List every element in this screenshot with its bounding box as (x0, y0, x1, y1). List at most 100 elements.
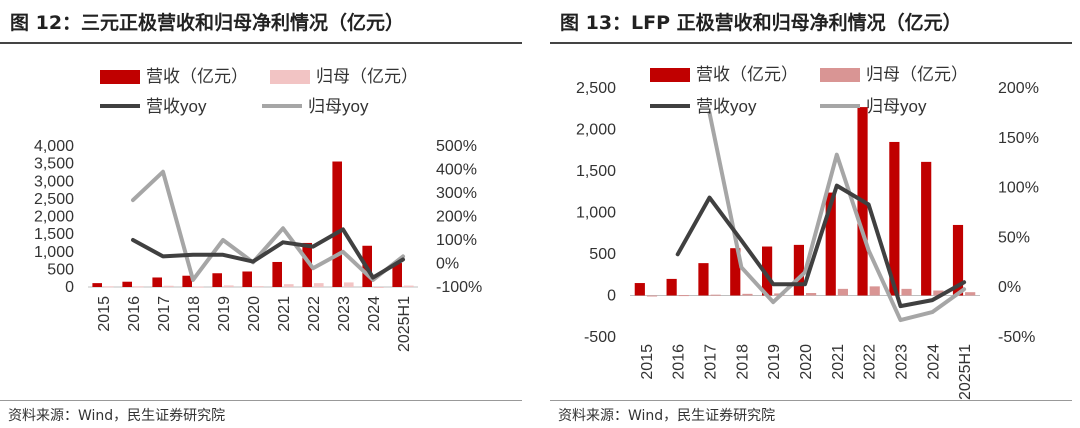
profit-bar (742, 293, 753, 296)
revenue-bar (825, 192, 836, 296)
left-axis-tick-label: 2,500 (576, 80, 616, 97)
left-axis-tick-label: -500 (584, 329, 616, 346)
x-axis-tick-label: 2024 (366, 296, 383, 332)
x-axis-tick-label: 2015 (96, 296, 113, 332)
profit-bar (224, 285, 234, 287)
profit-bar (254, 286, 264, 288)
left-axis-tick-label: 2,000 (576, 122, 616, 139)
profit-yoy-line (131, 169, 405, 282)
revenue-bar (762, 246, 773, 296)
profit-bar (646, 295, 658, 297)
revenue-bar (889, 141, 900, 296)
left-axis-tick-label: 2,500 (34, 191, 74, 208)
chart-title: 图 13：LFP 正极营收和归母净利情况（亿元） (560, 12, 962, 34)
legend-label-profit: 归母（亿元） (316, 67, 418, 86)
x-axis-tick-label: 2018 (734, 344, 751, 380)
revenue-yoy-line (131, 227, 405, 280)
source-note: 资料来源：Wind，民生证券研究院 (558, 408, 776, 424)
legend-swatch-profit (820, 68, 860, 82)
profit-bar (164, 285, 174, 287)
x-axis-tick-label: 2016 (671, 344, 688, 380)
revenue-bar (392, 263, 402, 287)
left-axis-tick-label: 1,000 (576, 205, 616, 222)
title-rule (550, 42, 1072, 44)
left-axis-tick-label: 3,500 (34, 156, 74, 173)
x-axis-tick-label: 2025H1 (396, 296, 413, 352)
right-axis-tick-label: 400% (436, 162, 477, 179)
right-axis-tick-label: 300% (436, 185, 477, 202)
source-note: 资料来源：Wind，民生证券研究院 (8, 408, 226, 424)
legend-swatch-revenue (100, 70, 140, 84)
x-axis-tick-label: 2022 (306, 296, 323, 332)
x-axis-tick-label: 2024 (925, 344, 942, 380)
profit-bar (284, 284, 294, 287)
revenue-bar (122, 281, 132, 287)
left-axis-tick-label: 2,000 (34, 209, 74, 226)
right-axis-tick-label: 500% (436, 138, 477, 155)
revenue-bar (730, 248, 741, 296)
legend-label-profit: 归母（亿元） (866, 65, 968, 84)
revenue-bar (242, 271, 252, 287)
profit-bar (806, 293, 817, 296)
legend-label-revenue: 营收（亿元） (696, 65, 798, 84)
revenue-bar (152, 277, 162, 287)
x-axis-tick-label: 2017 (703, 344, 720, 380)
revenue-bar (332, 161, 342, 287)
right-axis-tick-label: 150% (998, 130, 1039, 147)
right-axis-tick-label: 50% (998, 229, 1030, 246)
revenue-bar (634, 283, 645, 296)
profit-bar (344, 282, 354, 287)
profit-bar (869, 286, 880, 296)
revenue-bar (666, 278, 677, 296)
revenue-bar (793, 244, 804, 296)
source-rule (0, 400, 522, 401)
legend-label-revenue-yoy: 营收yoy (696, 97, 757, 116)
left-axis-tick-label: 0 (65, 279, 74, 296)
right-axis-tick-label: 100% (436, 232, 477, 249)
revenue-yoy-line (675, 183, 967, 309)
profit-bar (837, 288, 848, 296)
x-axis-tick-label: 2023 (336, 296, 353, 332)
profit-bar (710, 294, 721, 296)
x-axis-tick-label: 2018 (186, 296, 203, 332)
left-axis-tick-label: 1,500 (576, 163, 616, 180)
x-axis-tick-label: 2021 (276, 296, 293, 332)
revenue-bar (212, 273, 222, 287)
left-axis-tick-label: 500 (47, 261, 74, 278)
right-axis-tick-label: 100% (998, 180, 1039, 197)
profit-bar (374, 287, 384, 288)
x-axis-tick-label: 2020 (246, 296, 263, 332)
left-axis-tick-label: 1,500 (34, 226, 74, 243)
x-axis-tick-label: 2021 (830, 344, 847, 380)
x-axis-tick-label: 2016 (126, 296, 143, 332)
legend-label-revenue-yoy: 营收yoy (146, 97, 207, 116)
right-axis-tick-label: 200% (998, 80, 1039, 97)
x-axis-tick-label: 2015 (639, 344, 656, 380)
profit-bar (314, 283, 324, 287)
x-axis-tick-label: 2020 (798, 344, 815, 380)
revenue-bar (302, 242, 312, 287)
revenue-bar (182, 275, 192, 287)
profit-bar (901, 288, 912, 296)
profit-bar (965, 292, 976, 296)
profit-yoy-line (707, 110, 967, 323)
source-rule (550, 400, 1072, 401)
chart-panel-left: 图 12：三元正极营收和归母净利情况（亿元） 0 500 1,000 1,500 2,0… (0, 0, 530, 428)
right-axis-tick-label: 0% (998, 279, 1021, 296)
x-axis-tick-label: 2017 (156, 296, 173, 332)
legend-swatch-profit (270, 70, 310, 84)
right-axis-tick-label: -50% (998, 329, 1035, 346)
chart-area: -500 0 500 1,000 1,500 2,000 2,500 -50% 0% 50% 100… (576, 65, 1039, 400)
left-axis-tick-label: 500 (589, 246, 616, 263)
legend-swatch-revenue (650, 68, 690, 82)
left-axis-tick-label: 1,000 (34, 244, 74, 261)
left-axis-tick-label: 0 (607, 288, 616, 305)
title-rule (0, 42, 522, 44)
profit-bar (678, 295, 689, 297)
x-axis-tick-label: 2025H1 (957, 344, 974, 400)
legend-label-profit-yoy: 归母yoy (866, 97, 927, 116)
revenue-bar (698, 263, 709, 296)
chart-panel-right: 图 13：LFP 正极营收和归母净利情况（亿元） -500 0 500 1,000 1,… (550, 0, 1080, 428)
right-axis-tick-label: 0% (436, 256, 459, 273)
